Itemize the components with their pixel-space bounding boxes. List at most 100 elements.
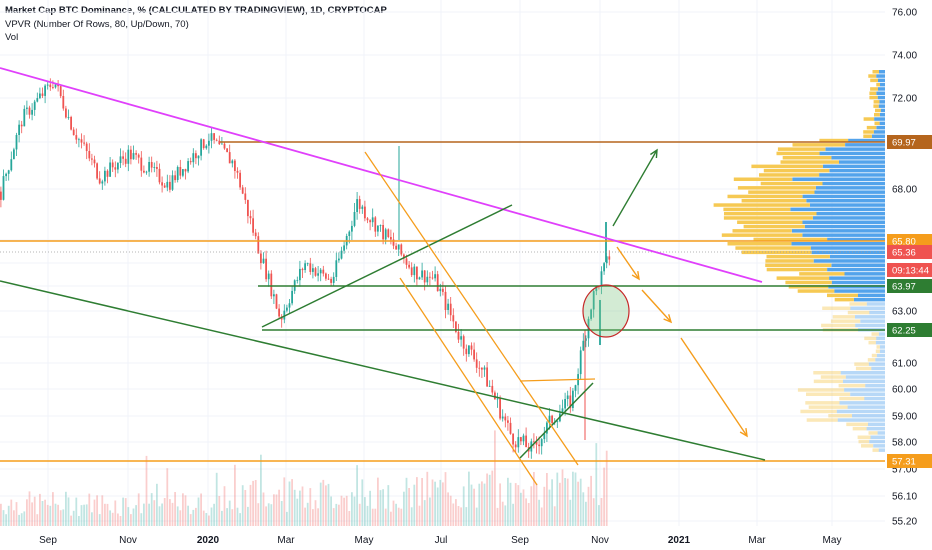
candle-body [296, 280, 299, 281]
vp-up-row [880, 82, 885, 87]
candle-body [522, 435, 525, 442]
volume-bar [192, 509, 195, 526]
volume-bar [83, 504, 85, 526]
vp-down-row [876, 82, 880, 87]
volume-bar [522, 489, 525, 526]
candle-body [488, 385, 491, 387]
vp-up-row [852, 414, 885, 418]
vp-up-row [845, 375, 885, 379]
vp-down-row [760, 181, 823, 186]
volume-bar [374, 508, 377, 526]
vp-up-row [868, 422, 885, 427]
vp-up-row [878, 104, 885, 108]
candle-body [291, 290, 293, 304]
volume-bar [319, 482, 322, 526]
candle-body [234, 160, 236, 171]
vp-down-row [785, 280, 832, 285]
volume-bar [137, 493, 140, 526]
vp-down-row [868, 431, 878, 435]
volume-bar [182, 493, 184, 526]
volume-bar [78, 516, 80, 526]
vp-down-row [871, 332, 879, 336]
candle-body [429, 276, 431, 278]
vp-down-row [723, 207, 791, 212]
vp-down-row [874, 113, 880, 117]
vp-up-row [860, 319, 885, 323]
y-axis: 76.00 74.00 72.00 68.00 63.00 61.00 60.00 59.00… [892, 8, 917, 528]
vp-up-row [876, 74, 885, 78]
volume-bar [288, 481, 291, 526]
price-tag-bg [887, 323, 932, 337]
volume-bar [210, 507, 213, 526]
volume-bar [343, 497, 345, 526]
vp-up-row [822, 164, 885, 169]
candle-body [36, 98, 39, 102]
candle-body [546, 422, 548, 434]
candle-body [57, 84, 59, 87]
volume-bar [569, 499, 572, 526]
volume-bar [538, 499, 540, 526]
candle-body [468, 345, 470, 355]
volume-bar [161, 503, 163, 526]
volume-bar [416, 477, 418, 526]
vp-down-row [820, 375, 846, 379]
candle-body [83, 142, 85, 144]
candle-body [423, 270, 426, 283]
candle-body [132, 153, 135, 160]
volume-bar [241, 485, 244, 526]
price-tag-63-97: 63.97 [892, 282, 916, 293]
vp-down-row [873, 104, 879, 108]
volume-bar [444, 472, 447, 526]
volume-bar [382, 489, 384, 526]
volume-bar [590, 475, 592, 526]
vp-up-row [876, 91, 885, 95]
orange-arrow-3-head [739, 428, 748, 438]
candle-body [88, 151, 91, 159]
vp-down-row [866, 125, 877, 130]
vp-down-row [834, 297, 854, 302]
legend-vpvr[interactable]: VPVR (Number Of Rows, 80, Up/Down, 70) [5, 18, 189, 30]
vp-down-row [863, 130, 874, 134]
candles [0, 78, 611, 459]
candle-body [353, 212, 356, 226]
vp-down-row [792, 143, 845, 147]
vp-up-row [850, 306, 885, 310]
vp-up-row [869, 439, 885, 444]
candle-body [49, 84, 52, 88]
candle-body [192, 153, 195, 163]
candle-body [169, 181, 171, 190]
vp-down-row [867, 358, 876, 362]
vp-up-row [875, 340, 885, 345]
volume-bar [418, 505, 421, 526]
volume-bar [530, 486, 533, 526]
candle-body [478, 367, 481, 369]
volume-bar [517, 485, 520, 526]
candle-body [499, 398, 501, 419]
vp-up-row [866, 302, 885, 306]
legend-vol[interactable]: Vol [5, 32, 19, 43]
volume-bar [577, 481, 579, 526]
volume-bar [556, 472, 559, 526]
candle-body [382, 225, 384, 240]
candle-body [124, 158, 127, 164]
volume-bar [231, 509, 234, 526]
volume-bar [228, 500, 231, 526]
candle-body [109, 162, 111, 177]
vp-down-row [805, 401, 840, 405]
vp-down-row [806, 392, 851, 396]
candle-body [525, 435, 527, 448]
volume-bar [109, 510, 111, 526]
volume-bar [158, 506, 161, 526]
volume-bar [189, 514, 192, 526]
vp-down-row [763, 168, 830, 173]
candle-body [431, 277, 434, 279]
candle-body [421, 270, 423, 278]
volume-bar [291, 479, 293, 526]
vp-down-row [830, 319, 861, 323]
candle-body [379, 225, 382, 226]
volume-bar [213, 503, 215, 526]
volume-bar [41, 501, 44, 526]
volume-bar [166, 468, 169, 526]
volume-bar [475, 507, 478, 526]
